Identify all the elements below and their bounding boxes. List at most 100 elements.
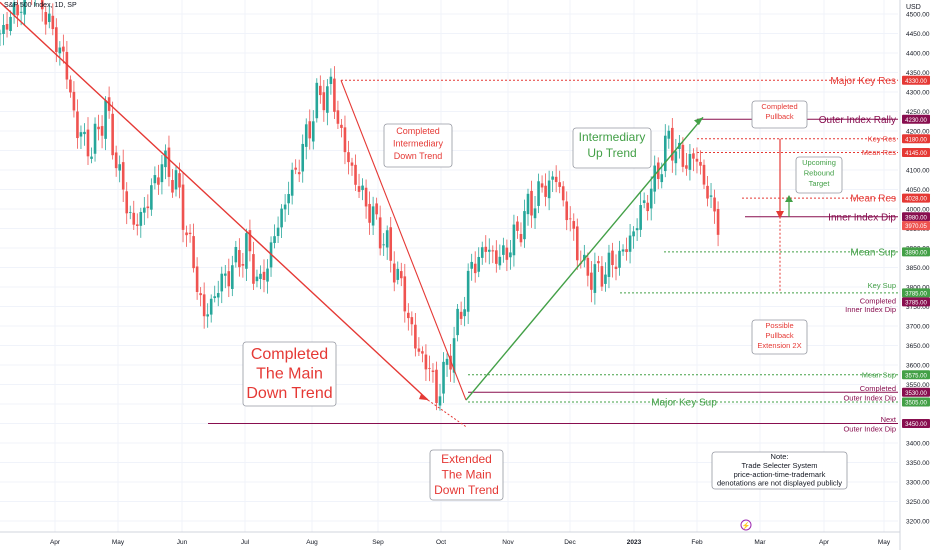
possible-pullback-extension-box — [751, 319, 808, 355]
candle-body — [319, 85, 322, 96]
candle-body — [276, 227, 280, 237]
trend-lines — [0, 1, 793, 428]
candle-body — [568, 218, 572, 220]
price-tag: 3450.00 — [905, 422, 927, 428]
level-label: Key Sup — [868, 281, 896, 290]
candle-body — [153, 175, 157, 184]
level-label-secondary: Outer Index Dip — [843, 425, 896, 434]
level-label: Outer Index Rally — [819, 115, 896, 126]
candle-body — [512, 224, 516, 256]
level-label: Inner Index Dip — [828, 212, 896, 223]
upcoming-rebound-target-text: Upcoming — [802, 158, 836, 167]
candle-body — [114, 152, 118, 169]
note-text: denotations are not displayed publicly — [717, 479, 842, 488]
candle-body — [125, 191, 129, 214]
candle-body — [199, 293, 202, 296]
y-tick-label: 4200.00 — [906, 129, 930, 136]
y-tick-label: 3550.00 — [906, 382, 930, 389]
candle-body — [551, 176, 554, 180]
candle-body — [128, 212, 132, 213]
candle-body — [322, 92, 326, 111]
candle-body — [65, 51, 69, 80]
candle-body — [688, 154, 692, 170]
candle-body — [364, 187, 368, 207]
level-label: Mean Res — [850, 194, 896, 205]
up-trend-arrow — [694, 117, 703, 126]
candle-body — [118, 164, 121, 171]
price-tag: 3530.00 — [905, 391, 927, 397]
candle-body — [709, 195, 713, 197]
candle-body — [410, 317, 414, 325]
level-label-tertiary: Inner Index Dip — [845, 305, 896, 314]
candle-body — [491, 250, 495, 252]
x-tick-label: Oct — [436, 539, 446, 546]
x-tick-label: 2023 — [627, 539, 642, 546]
candle-body — [667, 130, 671, 139]
note-text: price-action-time-trademark — [734, 470, 826, 479]
candle-body — [202, 294, 206, 317]
candle-body — [220, 273, 224, 292]
price-tag-box — [902, 397, 930, 407]
candle-body — [97, 126, 100, 130]
candle-body — [378, 217, 382, 249]
candle-body — [62, 46, 65, 52]
main-down-trend-arrow — [419, 394, 428, 401]
candle-body — [139, 212, 143, 226]
x-tick-label: Jun — [177, 539, 188, 546]
events-icon — [740, 519, 752, 531]
candle-body — [417, 348, 421, 352]
level-lines — [208, 79, 898, 424]
candle-body — [407, 312, 410, 319]
candle-body — [403, 276, 407, 312]
price-tag: 3980.00 — [905, 215, 927, 221]
candle-body — [23, 0, 26, 15]
candle-body — [660, 174, 664, 183]
candle-body — [234, 246, 238, 263]
candle-body — [502, 245, 505, 255]
price-tag: 4330.00 — [905, 79, 927, 85]
candle-body — [509, 252, 512, 258]
candlesticks — [0, 0, 720, 411]
candle-body — [111, 113, 114, 156]
possible-pullback-extension-text: Pullback — [765, 331, 794, 340]
completed-pullback-text: Completed — [761, 102, 797, 111]
candle-body — [223, 273, 227, 276]
pullback-arrowhead — [776, 210, 784, 219]
candle-body — [456, 308, 459, 336]
y-tick-label: 4350.00 — [906, 70, 930, 77]
upcoming-rebound-target-text: Target — [809, 179, 831, 188]
candle-body — [167, 147, 171, 177]
candle-body — [76, 111, 79, 139]
candle-body — [459, 311, 463, 319]
candle-body — [51, 15, 55, 30]
candle-body — [597, 261, 600, 264]
y-tick-label: 3400.00 — [906, 441, 930, 448]
candle-body — [473, 263, 477, 274]
candle-body — [160, 164, 164, 183]
candle-body — [392, 263, 396, 283]
candle-body — [40, 0, 44, 10]
candle-body — [195, 266, 199, 292]
x-tick-label: Sep — [372, 539, 384, 546]
level-label: Major Key Res — [830, 76, 896, 87]
level-label: Completed — [860, 384, 896, 393]
price-tag-box — [902, 387, 930, 397]
candle-body — [9, 16, 12, 32]
completed-main-down-trend-text: Down Trend — [246, 385, 332, 402]
y-tick-label: 4100.00 — [906, 168, 930, 175]
candle-body — [544, 185, 547, 197]
candle-body — [311, 121, 315, 142]
candle-body — [671, 127, 674, 161]
candle-body — [565, 201, 569, 221]
candle-body — [262, 271, 266, 280]
candle-body — [470, 261, 473, 269]
level-label: Key Res — [868, 134, 897, 143]
x-tick-label: Nov — [502, 539, 514, 546]
candle-body — [361, 185, 364, 191]
upcoming-rebound-target-text: Rebound — [804, 169, 834, 178]
candle-body — [438, 396, 442, 406]
y-tick-label: 3700.00 — [906, 324, 930, 331]
candle-body — [716, 208, 720, 235]
extended-main-down-trend-text: Extended — [441, 452, 492, 466]
